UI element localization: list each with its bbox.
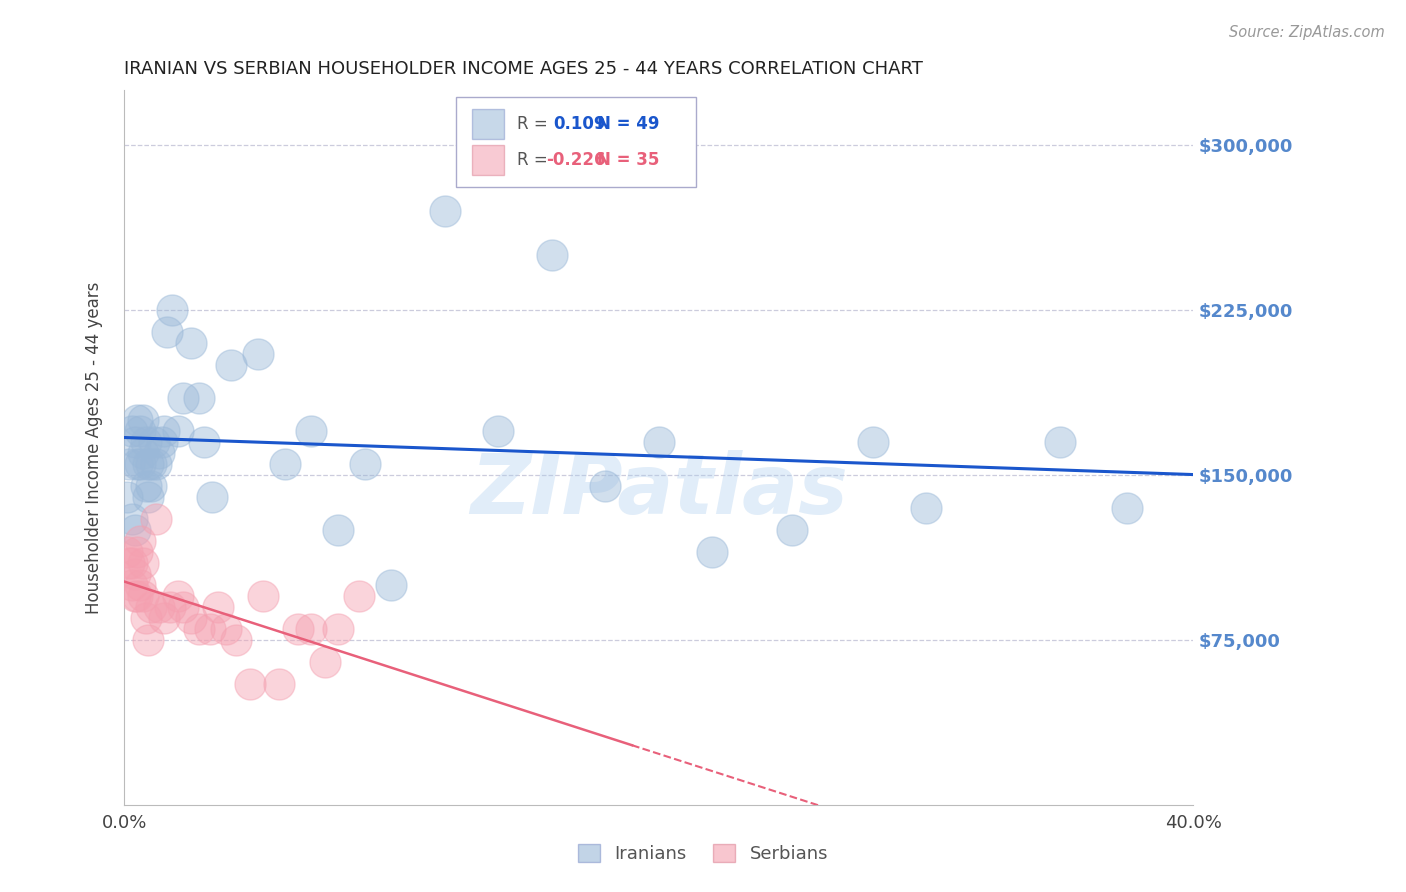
Point [118, 457, 141, 471]
Point [132, 589, 155, 603]
Point [314, 655, 336, 669]
Point [380, 578, 402, 592]
Point [153, 424, 176, 438]
Point [287, 622, 309, 636]
Point [1115, 500, 1137, 515]
Point [172, 391, 194, 405]
Point [166, 424, 188, 438]
Point [225, 632, 247, 647]
Point [139, 457, 162, 471]
Text: 0.109: 0.109 [553, 115, 606, 133]
Point [127, 457, 149, 471]
Point [145, 512, 167, 526]
Point [172, 599, 194, 614]
Point [153, 611, 176, 625]
Point [145, 457, 167, 471]
Point [180, 611, 202, 625]
Point [219, 358, 242, 372]
Point [540, 248, 562, 262]
Point [593, 479, 616, 493]
Point [486, 424, 509, 438]
Point [215, 622, 238, 636]
Point [150, 434, 173, 449]
Point [121, 556, 143, 570]
Point [139, 479, 162, 493]
Point [433, 204, 456, 219]
Point [136, 632, 159, 647]
Point [134, 611, 156, 625]
Point [136, 490, 159, 504]
Text: N = 35: N = 35 [596, 151, 659, 169]
Point [198, 622, 221, 636]
Point [132, 446, 155, 460]
Text: N = 49: N = 49 [596, 115, 659, 133]
Point [159, 599, 181, 614]
Point [115, 490, 138, 504]
Point [162, 303, 184, 318]
Text: R =: R = [516, 151, 553, 169]
Point [239, 677, 262, 691]
Point [115, 545, 138, 559]
Point [188, 391, 211, 405]
Text: ZIPatlas: ZIPatlas [470, 450, 848, 531]
FancyBboxPatch shape [471, 109, 503, 139]
Point [127, 589, 149, 603]
Point [326, 523, 349, 537]
Point [132, 413, 155, 427]
Point [702, 545, 724, 559]
Point [201, 490, 224, 504]
Point [862, 434, 884, 449]
Text: Source: ZipAtlas.com: Source: ZipAtlas.com [1229, 25, 1385, 40]
Point [124, 434, 146, 449]
Point [246, 347, 269, 361]
Point [349, 589, 371, 603]
Point [124, 523, 146, 537]
Point [129, 424, 152, 438]
Point [269, 677, 291, 691]
Point [326, 622, 349, 636]
Point [180, 336, 202, 351]
Y-axis label: Householder Income Ages 25 - 44 years: Householder Income Ages 25 - 44 years [86, 281, 103, 614]
Point [134, 479, 156, 493]
Point [127, 413, 149, 427]
Point [129, 533, 152, 548]
Point [156, 325, 179, 339]
Text: IRANIAN VS SERBIAN HOUSEHOLDER INCOME AGES 25 - 44 YEARS CORRELATION CHART: IRANIAN VS SERBIAN HOUSEHOLDER INCOME AG… [124, 60, 922, 78]
Point [139, 599, 162, 614]
Point [132, 556, 155, 570]
FancyBboxPatch shape [456, 97, 696, 186]
Point [1049, 434, 1071, 449]
Point [121, 578, 143, 592]
Point [142, 434, 165, 449]
Point [129, 578, 152, 592]
Point [118, 556, 141, 570]
Point [207, 599, 229, 614]
Point [299, 622, 322, 636]
Point [188, 622, 211, 636]
Point [782, 523, 804, 537]
Point [148, 446, 170, 460]
Point [648, 434, 671, 449]
Point [166, 589, 188, 603]
FancyBboxPatch shape [471, 145, 503, 175]
Text: -0.226: -0.226 [547, 151, 606, 169]
Point [252, 589, 274, 603]
Point [915, 500, 938, 515]
Point [121, 512, 143, 526]
Text: R =: R = [516, 115, 553, 133]
Point [353, 457, 375, 471]
Legend: Iranians, Serbians: Iranians, Serbians [569, 835, 837, 872]
Point [134, 434, 156, 449]
Point [299, 424, 322, 438]
Point [136, 457, 159, 471]
Point [121, 424, 143, 438]
Point [124, 566, 146, 581]
Point [148, 599, 170, 614]
Point [193, 434, 215, 449]
Point [127, 545, 149, 559]
Point [124, 589, 146, 603]
Point [273, 457, 295, 471]
Point [129, 457, 152, 471]
